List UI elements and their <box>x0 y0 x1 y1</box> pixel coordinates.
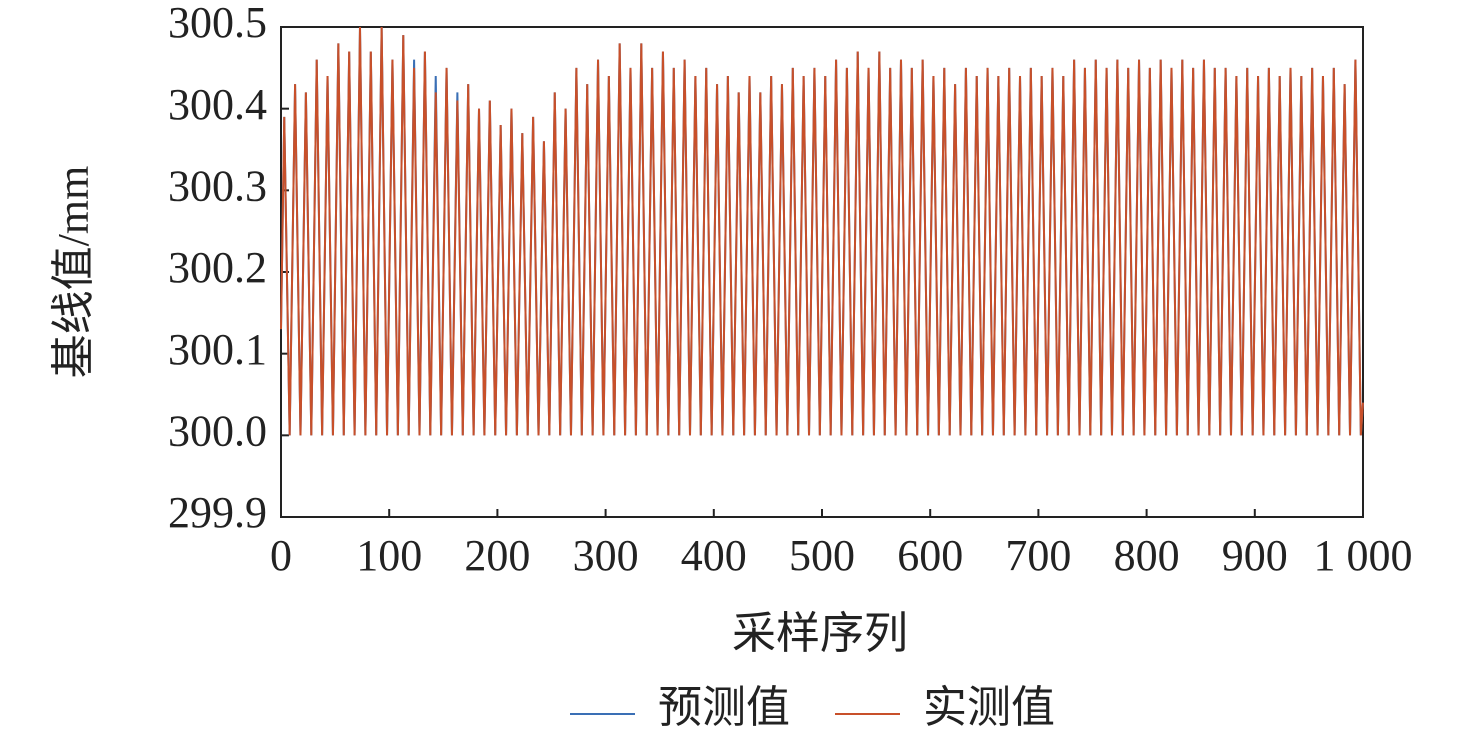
x-tick-label: 500 <box>789 531 855 580</box>
x-tick-label: 700 <box>1005 531 1071 580</box>
legend-label: 实测值 <box>923 683 1055 732</box>
y-tick-label: 299.9 <box>168 488 267 537</box>
x-tick-label: 800 <box>1114 531 1180 580</box>
y-tick-label: 300.0 <box>168 406 267 455</box>
y-tick-label: 300.1 <box>168 325 267 374</box>
y-tick-label: 300.4 <box>168 80 267 129</box>
x-axis-title: 采样序列 <box>732 609 908 658</box>
y-tick-label: 300.5 <box>168 0 267 47</box>
legend-label: 预测值 <box>658 683 790 732</box>
y-tick-label: 300.3 <box>168 161 267 210</box>
x-tick-label: 0 <box>270 531 292 580</box>
y-tick-label: 300.2 <box>168 243 267 292</box>
x-tick-label: 900 <box>1222 531 1288 580</box>
x-tick-label: 600 <box>897 531 963 580</box>
x-tick-label: 1 000 <box>1314 531 1413 580</box>
x-tick-label: 200 <box>464 531 530 580</box>
x-tick-label: 300 <box>573 531 639 580</box>
data-line <box>280 26 1364 436</box>
x-tick-label: 100 <box>356 531 422 580</box>
y-axis-title: 基线值/mm <box>49 166 98 379</box>
x-tick-label: 400 <box>681 531 747 580</box>
